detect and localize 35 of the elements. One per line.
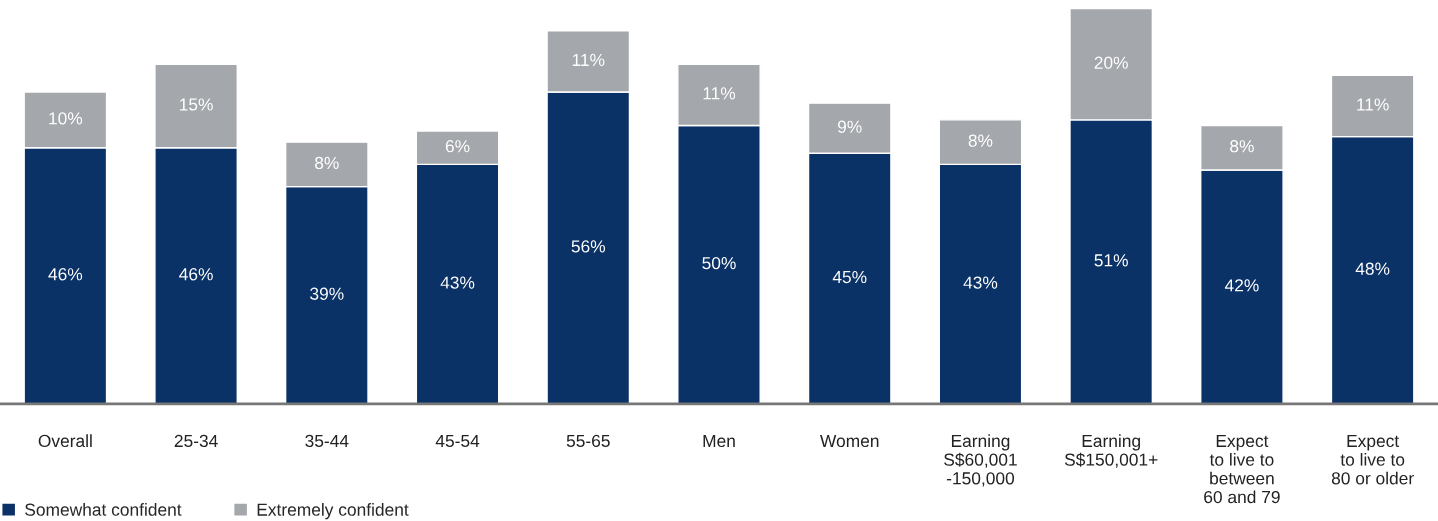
data-label: 43% [963, 276, 998, 289]
data-label: 11% [572, 53, 605, 67]
x-tick-label: Overall [38, 434, 92, 448]
data-label: 48% [1355, 262, 1390, 275]
x-tick-label: Women [820, 434, 879, 448]
data-label: 9% [837, 120, 862, 133]
data-label: 20% [1094, 56, 1128, 69]
x-tick-label: 45-54 [435, 434, 480, 448]
data-label: 42% [1224, 279, 1259, 292]
data-label: 10% [49, 112, 83, 125]
data-label: 45% [832, 270, 867, 284]
legend-label: Somewhat confident [25, 503, 182, 516]
data-label: 39% [310, 287, 344, 300]
data-label: 8% [968, 134, 993, 147]
data-label: 50% [702, 256, 736, 270]
legend-label: Extremely confident [257, 503, 409, 520]
x-tick-label: Men [703, 434, 735, 448]
x-tick-label: 35-44 [305, 434, 349, 448]
x-tick-label: Earning S$60,001 -150,000 [944, 434, 1017, 487]
data-label: 46% [48, 268, 83, 281]
data-label: 6% [445, 140, 470, 153]
data-label: 43% [440, 276, 475, 289]
x-tick-label: Expect to live to between 60 and 79 [1204, 434, 1280, 504]
x-tick-label: Earning S$150,001+ [1064, 434, 1158, 468]
data-label: 51% [1094, 254, 1128, 267]
data-label: 11% [703, 87, 736, 100]
data-label: 46% [179, 268, 213, 281]
data-label: 15% [180, 98, 213, 111]
x-tick-label: 55-65 [566, 434, 610, 448]
x-tick-label: Expect to live to 80 or older [1331, 434, 1414, 485]
data-label: 8% [315, 156, 339, 170]
data-label: 11% [1357, 98, 1389, 111]
x-tick-label: 25-34 [174, 434, 218, 448]
data-label: 56% [571, 240, 606, 253]
data-label: 8% [1230, 140, 1254, 153]
